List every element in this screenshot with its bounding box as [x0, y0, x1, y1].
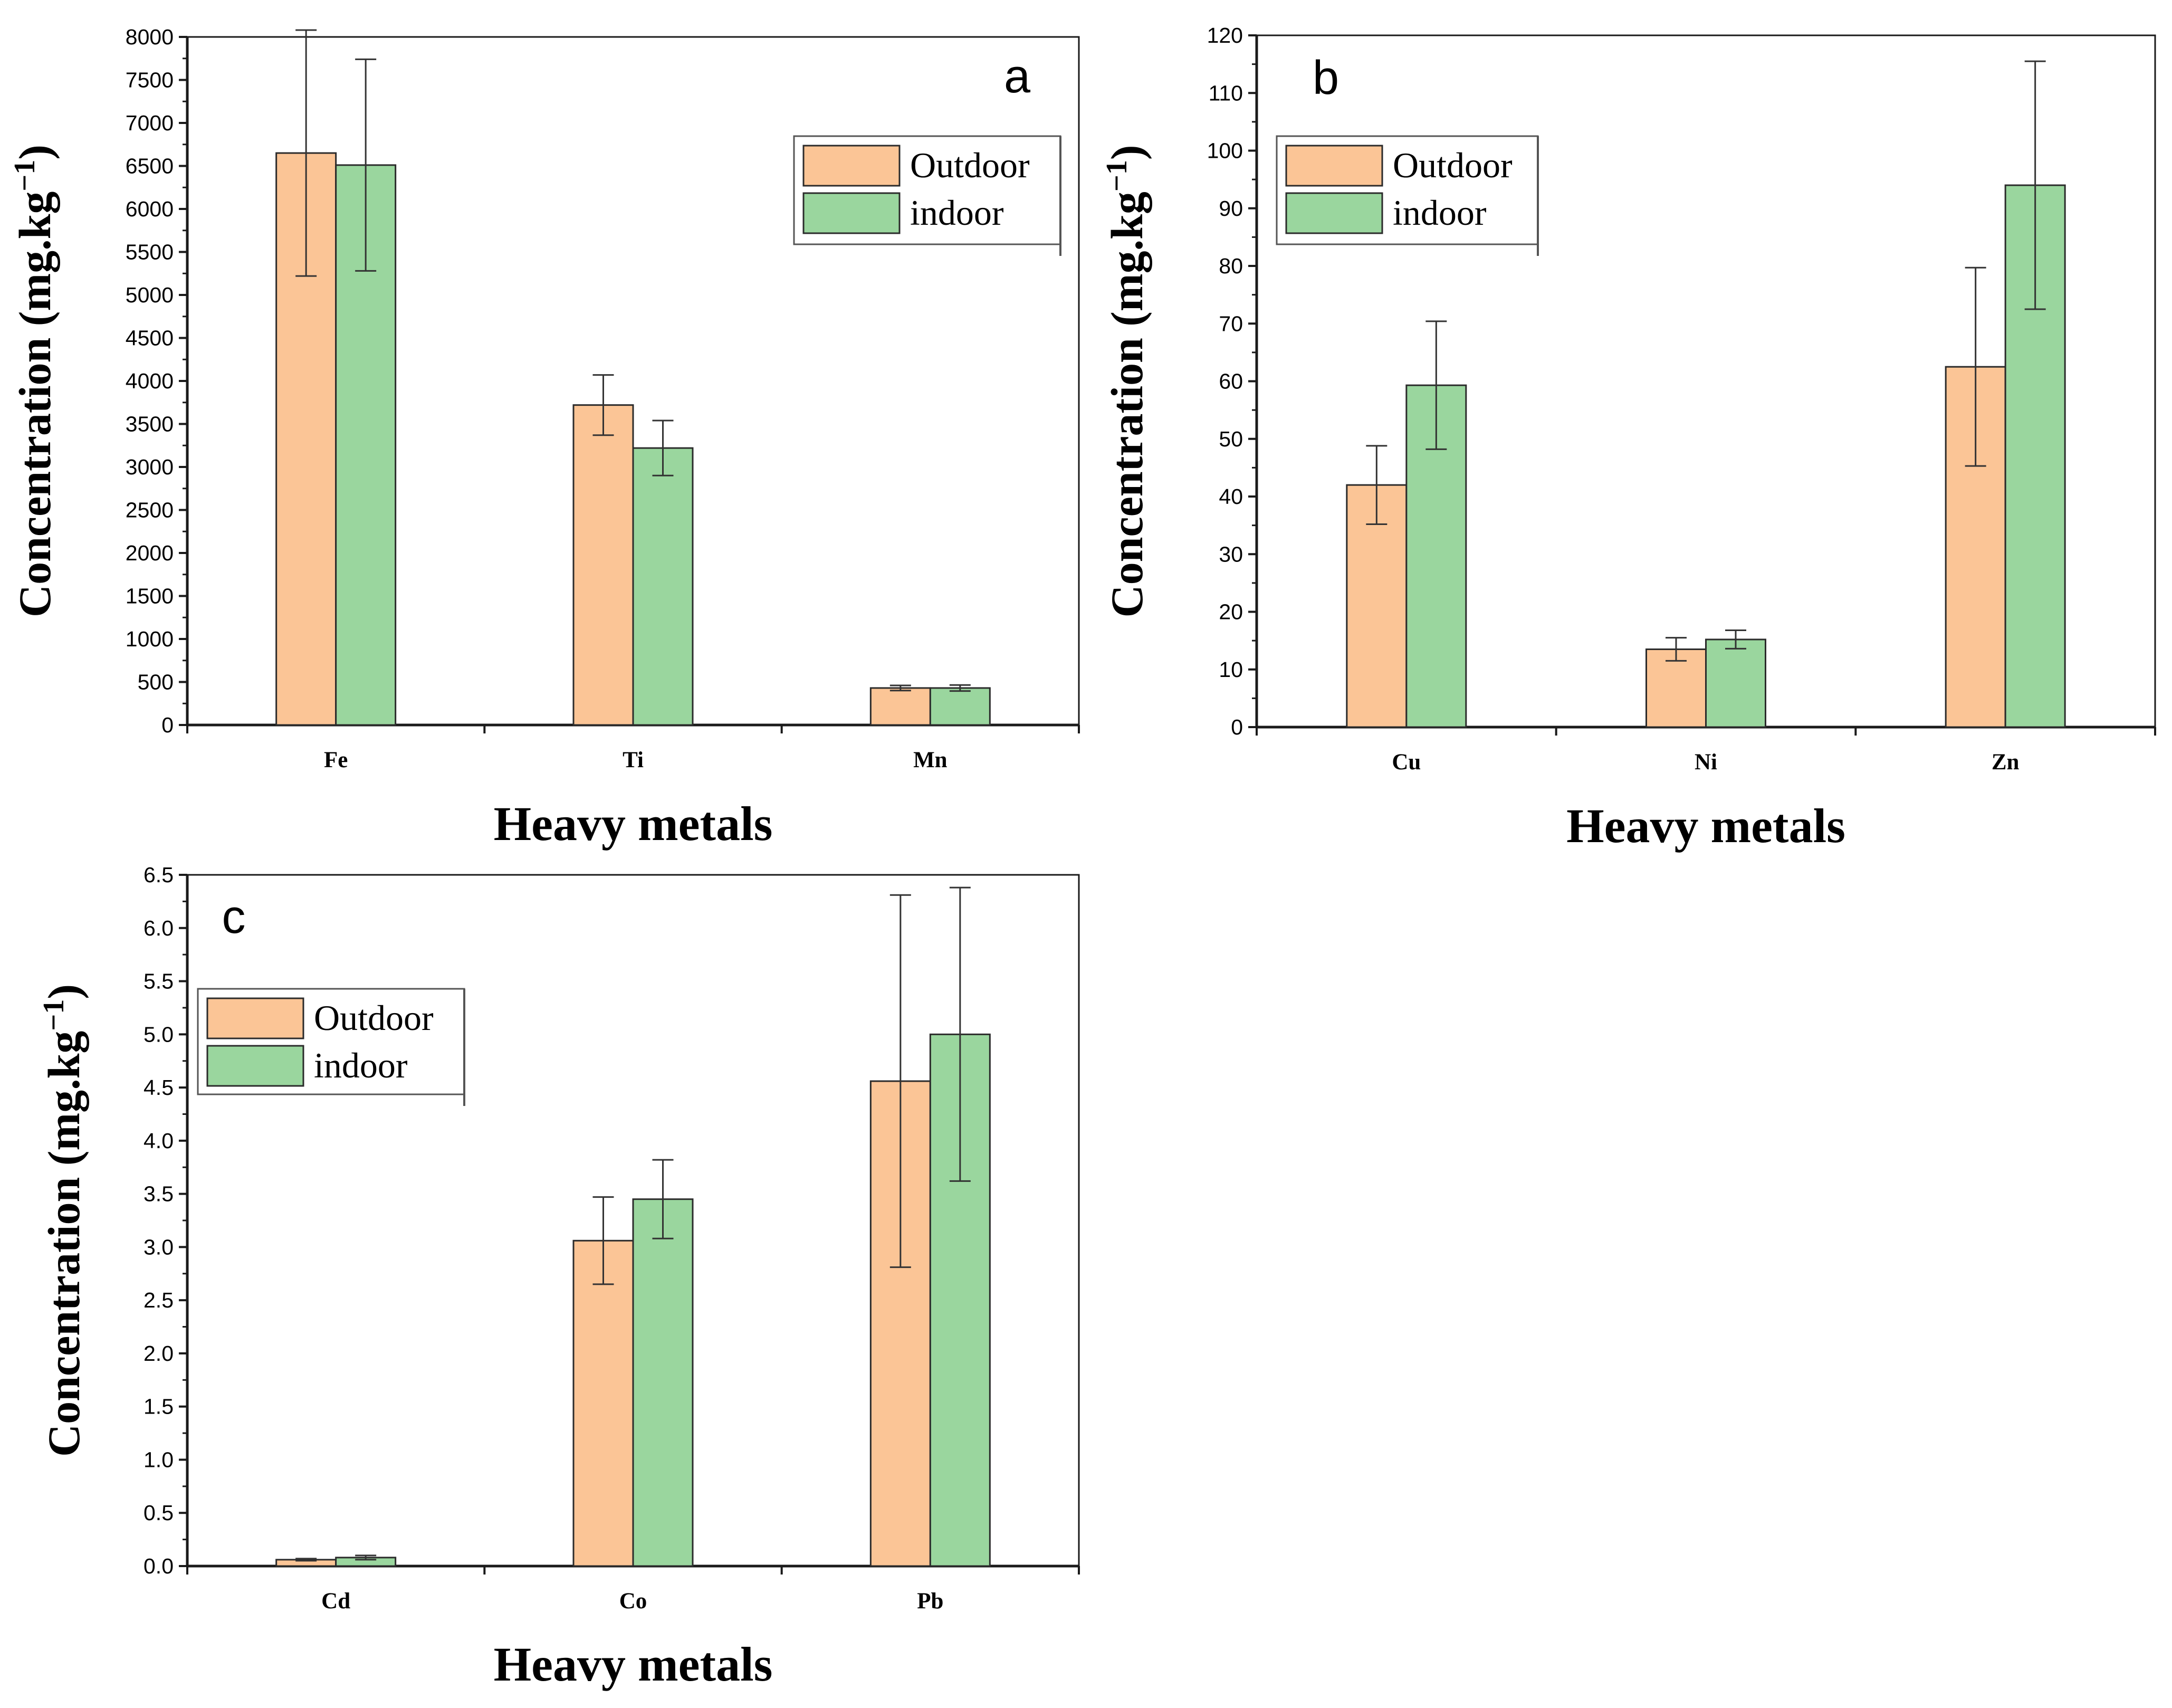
y-tick-label: 3500 — [126, 412, 174, 436]
y-tick-label: 4.0 — [143, 1129, 174, 1153]
y-axis-title-exponent: −1 — [37, 999, 70, 1031]
y-tick-label: 2500 — [126, 498, 174, 522]
bar-indoor-ti — [632, 447, 694, 726]
y-axis-title: Concentration (mg.kg−1) — [1101, 145, 1152, 618]
legend-swatch-indoor — [206, 1045, 304, 1087]
y-tick-label: 60 — [1219, 369, 1243, 394]
x-axis-title: Heavy metals — [494, 797, 773, 851]
y-tick-label: 80 — [1219, 254, 1243, 278]
x-category-label: Pb — [917, 1589, 943, 1614]
y-tick-label: 500 — [138, 670, 174, 694]
y-tick-label: 70 — [1219, 311, 1243, 336]
x-category-label: Fe — [324, 748, 348, 772]
y-tick-label: 5.0 — [143, 1022, 174, 1046]
y-axis-title-exponent: −1 — [8, 160, 41, 192]
chart-panel-c: 0.0 0.5 1.0 1.5 2.0 2.5 3.0 3.5 4.0 4.5 5.0 5.5 6.0 6… — [37, 863, 1080, 1691]
x-axis-title: Heavy metals — [494, 1637, 773, 1691]
legend-swatch-indoor — [1285, 192, 1383, 234]
y-axis-title-close: ) — [39, 984, 89, 999]
legend-label-outdoor: Outdoor — [1393, 145, 1513, 185]
bar-outdoor-ti — [572, 404, 634, 726]
y-axis-title-text: Concentration (mg.kg — [9, 192, 60, 617]
bar-indoor-mn — [929, 687, 991, 726]
bar-outdoor-mn — [869, 687, 931, 726]
y-tick-label: 3.0 — [143, 1235, 174, 1259]
bar-indoor-ni — [1705, 638, 1766, 728]
x-category-label: Cd — [321, 1589, 350, 1614]
legend-label-indoor: indoor — [1393, 193, 1487, 233]
y-tick-label: 40 — [1219, 484, 1243, 509]
y-tick-label: 6.5 — [143, 863, 174, 887]
bar-indoor-co — [632, 1198, 694, 1567]
bar-outdoor-cu — [1346, 484, 1408, 728]
y-tick-label: 3000 — [126, 455, 174, 479]
y-tick-label: 1.5 — [143, 1395, 174, 1419]
bar-outdoor-ni — [1645, 648, 1707, 728]
legend: Outdoor indoor — [197, 988, 465, 1106]
chart-panel-a: 0 500 1000 1500 2000 2500 3000 3500 4000 4500 5000… — [8, 25, 1080, 851]
x-category-label: Ti — [623, 748, 644, 772]
y-tick-label: 0.0 — [143, 1554, 174, 1578]
y-tick-label: 5500 — [126, 240, 174, 264]
y-tick-label: 6.0 — [143, 916, 174, 940]
x-category-label: Cu — [1392, 750, 1421, 775]
y-tick-label: 50 — [1219, 427, 1243, 451]
y-axis-title-close: ) — [1102, 145, 1152, 160]
x-category-label: Mn — [913, 748, 948, 772]
y-tick-label: 2.5 — [143, 1288, 174, 1312]
y-axis-title: Concentration (mg.kg−1) — [37, 984, 89, 1457]
y-tick-label: 7000 — [126, 111, 174, 135]
y-tick-label: 1000 — [126, 627, 174, 651]
legend-label-outdoor: Outdoor — [910, 145, 1030, 185]
y-tick-label: 8000 — [126, 25, 174, 49]
y-tick-label: 20 — [1219, 600, 1243, 624]
panel-label: a — [1004, 50, 1031, 103]
y-axis-title-exponent: −1 — [1101, 160, 1133, 192]
y-tick-label: 110 — [1209, 81, 1243, 105]
y-tick-label: 0.5 — [143, 1501, 174, 1525]
y-tick-label: 0 — [161, 713, 174, 737]
x-category-label: Zn — [1992, 750, 2020, 775]
y-tick-label: 6000 — [126, 197, 174, 221]
y-tick-label: 5.5 — [143, 969, 174, 994]
y-axis-title-close: ) — [9, 145, 60, 160]
y-tick-label: 1500 — [126, 584, 174, 608]
y-tick-label: 30 — [1219, 542, 1243, 566]
legend: Outdoor indoor — [793, 135, 1061, 256]
x-axis-title: Heavy metals — [1566, 799, 1845, 853]
y-tick-label: 4.5 — [143, 1075, 174, 1100]
y-tick-label: 100 — [1207, 139, 1243, 163]
legend-swatch-indoor — [802, 192, 901, 234]
legend-swatch-outdoor — [206, 997, 304, 1039]
y-tick-label: 0 — [1231, 715, 1243, 739]
chart-panel-b: 0 10 20 30 40 50 60 70 80 90 100 110 120 Cu Ni Zn Heavy … — [1101, 23, 2156, 853]
y-axis-title: Concentration (mg.kg−1) — [8, 145, 60, 617]
y-tick-label: 3.5 — [143, 1182, 174, 1206]
y-tick-label: 6500 — [126, 154, 174, 178]
legend-label-outdoor: Outdoor — [314, 998, 434, 1038]
bar-outdoor-co — [572, 1239, 634, 1567]
y-tick-label: 5000 — [126, 283, 174, 307]
x-category-label: Co — [619, 1589, 647, 1614]
legend: Outdoor indoor — [1276, 135, 1539, 256]
y-tick-label: 4000 — [126, 369, 174, 393]
y-axis-title-text: Concentration (mg.kg — [1102, 192, 1152, 617]
y-tick-label: 90 — [1219, 196, 1243, 221]
panel-label: b — [1313, 52, 1339, 104]
panel-label: c — [222, 891, 246, 943]
legend-label-indoor: indoor — [910, 193, 1004, 233]
y-tick-label: 7500 — [126, 68, 174, 92]
y-tick-label: 2000 — [126, 541, 174, 565]
y-axis-title-text: Concentration (mg.kg — [39, 1031, 89, 1457]
legend-swatch-outdoor — [802, 145, 901, 187]
y-tick-label: 4500 — [126, 326, 174, 350]
y-tick-label: 1.0 — [143, 1447, 174, 1472]
legend-label-indoor: indoor — [314, 1045, 408, 1085]
y-tick-label: 2.0 — [143, 1341, 174, 1366]
x-category-label: Ni — [1695, 750, 1717, 775]
y-tick-label: 120 — [1207, 23, 1243, 47]
y-tick-label: 10 — [1219, 657, 1243, 682]
legend-swatch-outdoor — [1285, 145, 1383, 187]
